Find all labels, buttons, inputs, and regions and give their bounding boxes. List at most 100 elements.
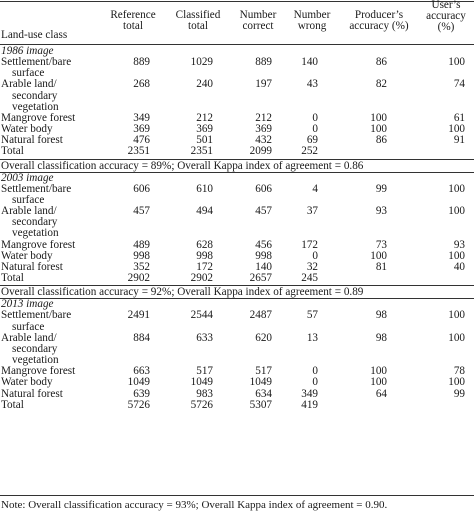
cell-cor: 620 [255,331,272,344]
cell-prod: 86 [375,134,387,147]
cell-prod: 98 [375,309,387,322]
cell-prod: 81 [375,260,387,273]
cell-user: 100 [448,249,465,262]
cell-ref: 884 [133,331,150,344]
cell-cls: 2544 [190,309,213,322]
header-land-use-text: Land-use class [1,29,68,41]
cell-ref: 889 [133,56,150,69]
cell-cls: 1049 [190,376,213,389]
cell-cls: 633 [196,331,213,344]
row-label: Settlement/bare [1,182,72,195]
header-producers-line1: Producer’s [354,9,404,21]
cell-cls: 212 [196,111,213,124]
cell-user: 74 [453,78,465,91]
cell-cls: 369 [196,123,213,136]
section-rule [0,171,474,173]
row-label: Natural forest [1,134,63,147]
cell-user: 40 [453,260,465,273]
cell-wro: 172 [301,238,318,251]
row-label: Arable land/ [1,78,57,91]
cell-wro: 140 [301,56,318,69]
cell-user: 91 [453,134,465,147]
cell-ref: 369 [133,123,150,136]
cell-ref: 349 [133,111,150,124]
cell-cls: 5726 [190,398,213,411]
header-number-wrong: Number wrong [286,9,338,32]
cell-ref: 998 [133,249,150,262]
cell-wro: 252 [301,145,318,158]
cell-wro: 0 [312,365,318,378]
section-rule [0,285,474,287]
header-correct-line2: correct [242,20,274,32]
cell-cor: 432 [255,134,272,147]
row-label: surface [12,193,45,206]
section-title: 2003 image [1,171,54,184]
cell-ref: 476 [133,134,150,147]
header-reference-line1: Reference [110,9,156,21]
cell-cor: 606 [255,182,272,195]
cell-cor: 1049 [249,376,272,389]
row-label: Mangrove forest [1,365,76,378]
cell-cor: 2657 [249,272,272,284]
row-label: Mangrove forest [1,238,76,251]
table-note: Note: Overall classification accuracy = … [1,499,388,511]
header-reference: Reference total [98,9,168,32]
cell-ref: 268 [133,78,150,91]
section-title: 1986 image [1,45,54,57]
cell-user: 100 [448,123,465,136]
header-correct-line1: Number [239,9,277,21]
cell-prod: 100 [370,376,387,389]
cell-wro: 0 [312,111,318,124]
cell-wro: 0 [312,376,318,389]
header-wrong-line2: wrong [297,20,327,32]
cell-ref: 2491 [127,309,150,322]
cell-wro: 245 [301,272,318,284]
row-label: vegetation [12,227,59,240]
row-label: Arable land/ [1,331,57,344]
cell-ref: 457 [133,205,150,218]
cell-cls: 983 [196,387,213,400]
cell-wro: 37 [306,205,318,218]
row-label: Water body [1,249,53,262]
cell-prod: 98 [375,331,387,344]
cell-cls: 240 [196,78,213,91]
cell-cor: 140 [255,260,272,273]
cell-wro: 13 [306,331,318,344]
header-classified-line2: total [188,20,208,32]
cell-cls: 517 [196,365,213,378]
cell-prod: 100 [370,123,387,136]
row-label: secondary [12,342,58,355]
cell-prod: 100 [370,111,387,124]
cell-ref: 663 [133,365,150,378]
cell-cls: 998 [196,249,213,262]
row-label: Natural forest [1,260,63,273]
header-users-line1: User’s [431,0,461,11]
cell-ref: 352 [133,260,150,273]
row-label: surface [12,320,45,333]
cell-cor: 517 [255,365,272,378]
header-users-line2: accuracy [426,10,466,22]
cell-cor: 457 [255,205,272,218]
row-label: secondary [12,216,58,229]
cell-cor: 2099 [249,145,272,158]
row-label: vegetation [12,100,59,113]
header-producers-accuracy: Producer’s accuracy (%) [338,9,420,32]
cell-prod: 100 [370,249,387,262]
cell-cls: 172 [196,260,213,273]
cell-ref: 2902 [127,272,150,284]
header-classified: Classified total [164,9,232,32]
cell-cls: 2902 [190,272,213,284]
cell-cls: 1029 [190,56,213,69]
header-land-use: Land-use class [1,29,68,41]
cell-cls: 628 [196,238,213,251]
cell-ref: 5726 [127,398,150,411]
cell-prod: 82 [375,78,387,91]
header-wrong-line1: Number [293,9,331,21]
cell-prod: 64 [375,387,387,400]
section-summary: Overall classification accuracy = 92%; O… [1,286,364,299]
cell-cor: 5307 [249,398,272,411]
row-label: Settlement/bare [1,309,72,322]
cell-ref: 639 [133,387,150,400]
row-label: Settlement/bare [1,56,72,69]
cell-ref: 1049 [127,376,150,389]
